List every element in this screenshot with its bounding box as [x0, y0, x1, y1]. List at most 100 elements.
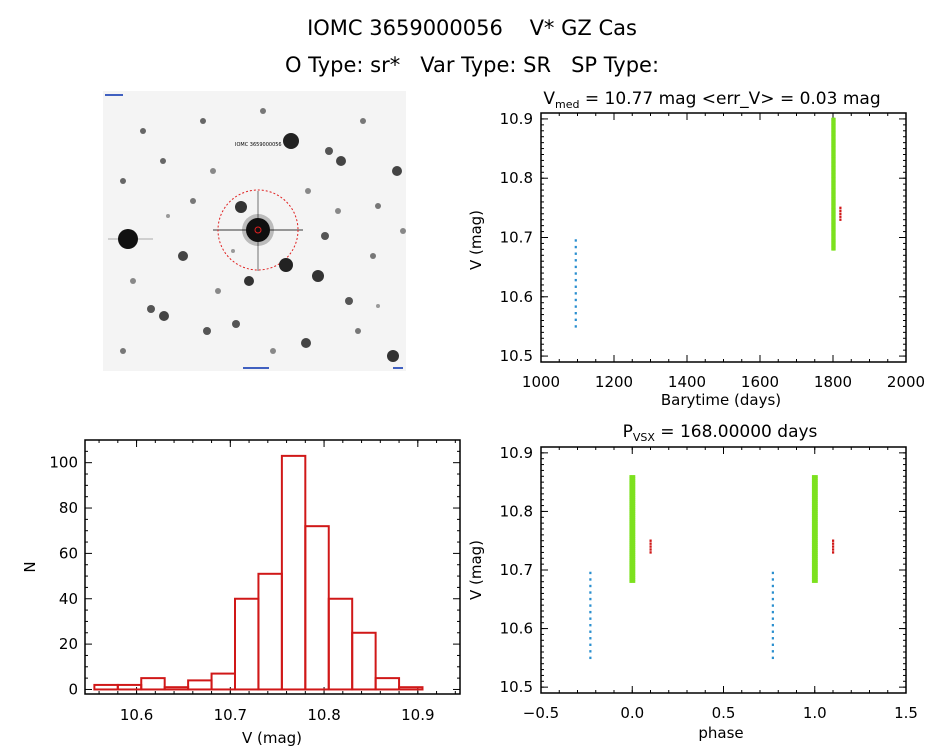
data-point-green [833, 217, 836, 220]
data-point-green [813, 494, 816, 498]
data-point-green [815, 512, 818, 515]
data-point-green [833, 124, 836, 127]
data-point-green [815, 504, 818, 507]
data-point-green [833, 142, 836, 145]
data-point-green [633, 529, 636, 533]
data-point-green [813, 529, 816, 533]
phase-title: PVSX = 168.00000 days [623, 422, 818, 444]
data-point-green [629, 504, 632, 507]
data-point-green [815, 549, 818, 552]
data-point-green [813, 482, 816, 486]
data-point-green [811, 580, 815, 583]
data-point-green [815, 518, 818, 521]
data-point-blue [589, 584, 592, 588]
data-point-green [833, 219, 836, 222]
data-point-green [815, 555, 818, 558]
y-tick-label: 60 [59, 544, 78, 562]
data-point-green [813, 527, 816, 531]
x-tick-label: 1600 [741, 373, 779, 391]
data-point-green [631, 504, 634, 507]
data-point-blue [574, 292, 577, 295]
data-point-blue [589, 610, 592, 614]
y-tick-label: 10.5 [500, 347, 533, 365]
data-point-green [813, 488, 816, 492]
data-point-green [813, 535, 816, 539]
data-point-green [631, 477, 634, 480]
data-point-green [629, 537, 632, 540]
y-tick-label: 20 [59, 635, 78, 653]
data-point-red [839, 212, 842, 215]
data-point-green [811, 574, 815, 578]
data-point-green [815, 500, 818, 503]
data-point-green [629, 570, 632, 574]
data-point-green [631, 518, 634, 521]
data-point-green [833, 184, 836, 187]
y-tick-label: 10.8 [500, 169, 533, 187]
data-point-green [631, 529, 634, 533]
data-point-green [631, 519, 634, 523]
data-point-green [811, 531, 815, 535]
data-point-green [811, 547, 815, 550]
data-point-red [649, 539, 652, 542]
x-tick-label: 10.6 [120, 706, 153, 724]
data-point-green [811, 514, 815, 517]
data-point-red [649, 545, 652, 548]
data-point-green [633, 496, 636, 499]
data-point-blue [771, 650, 774, 653]
data-point-green [633, 557, 636, 560]
data-point-green [813, 572, 816, 576]
data-point-green [815, 553, 818, 556]
data-point-green [633, 572, 636, 576]
data-point-green [633, 490, 636, 494]
x-tick-label: 1.0 [803, 704, 827, 722]
data-point-green [631, 480, 634, 484]
data-point-green [631, 527, 634, 531]
data-point-blue [574, 239, 577, 242]
histogram-bar [140, 677, 166, 691]
data-point-green [833, 161, 836, 165]
data-point-green [813, 516, 816, 519]
y-tick-label: 10.7 [500, 229, 533, 247]
data-point-green [629, 521, 632, 525]
data-point-blue [771, 604, 774, 607]
histogram-bar [234, 597, 260, 691]
data-point-green [631, 475, 634, 478]
data-point-green [811, 549, 815, 552]
data-point-green [811, 564, 815, 568]
data-point-green [633, 518, 636, 521]
data-point-green [631, 498, 634, 501]
data-point-green [815, 537, 818, 540]
data-point-green [631, 486, 634, 490]
data-point-blue [574, 272, 577, 275]
x-tick-label: 1.5 [894, 704, 918, 722]
data-point-green [833, 170, 836, 174]
data-point-green [813, 510, 816, 513]
y-tick-label: 10.9 [500, 110, 533, 128]
data-point-green [813, 566, 816, 570]
data-point-green [815, 574, 818, 578]
data-point-green [629, 478, 632, 482]
data-point-green [633, 514, 636, 517]
data-point-green [631, 531, 634, 535]
data-point-green [815, 482, 818, 486]
data-point-green [629, 539, 632, 542]
data-point-green [633, 576, 636, 580]
data-point-green [811, 562, 815, 566]
data-point-green [813, 555, 816, 558]
x-tick-label: −0.5 [523, 704, 559, 722]
target-circle [217, 189, 299, 271]
data-point-green [633, 553, 636, 556]
data-point-green [633, 506, 636, 509]
data-point-blue [589, 578, 592, 581]
data-point-blue [771, 610, 774, 614]
data-point-green [629, 500, 632, 503]
data-point-green [811, 488, 815, 492]
data-point-green [631, 482, 634, 486]
data-point-green [633, 478, 636, 482]
data-point-green [811, 518, 815, 521]
data-point-green [811, 566, 815, 570]
data-point-green [811, 490, 815, 494]
data-point-green [815, 498, 818, 501]
data-point-green [811, 568, 815, 572]
data-point-green [833, 192, 836, 196]
